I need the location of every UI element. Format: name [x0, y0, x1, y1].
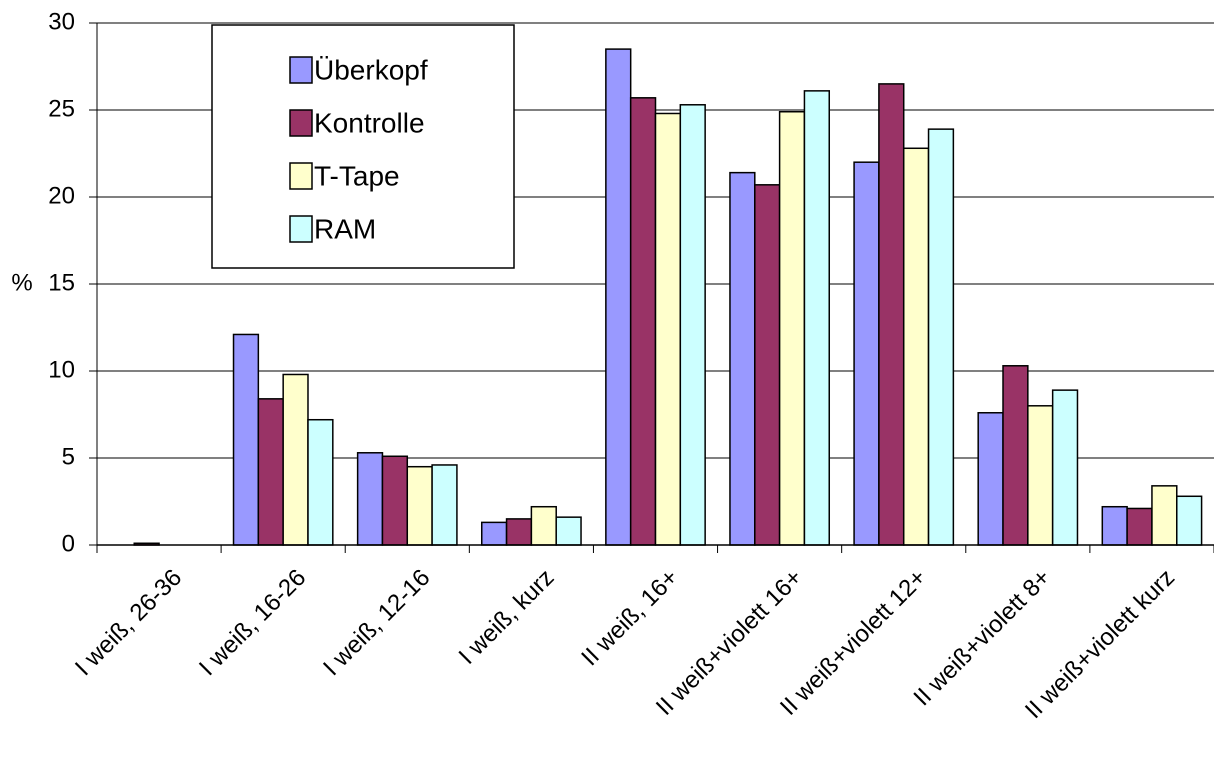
bar: [679, 104, 706, 546]
legend-box: [211, 24, 515, 269]
y-axis-label: %: [11, 269, 32, 296]
bar: [1051, 389, 1079, 546]
x-tick-label: I weiß, 26-36: [70, 564, 187, 681]
x-tick-label: I weiß, 16-26: [194, 564, 311, 681]
legend-label: Kontrolle: [314, 107, 425, 138]
bar: [282, 373, 309, 546]
bar: [505, 518, 533, 546]
bar: [356, 452, 384, 546]
x-tick-label: I weiß, kurz: [454, 564, 560, 670]
bar: [1151, 485, 1178, 546]
bar: [406, 465, 433, 546]
bar: [927, 128, 955, 546]
legend-swatch: [289, 109, 313, 137]
bar: [902, 147, 930, 546]
bar: [754, 184, 781, 546]
y-tick-label: 10: [48, 356, 75, 383]
bar: [307, 418, 334, 546]
bar: [605, 48, 632, 546]
legend-label: Überkopf: [314, 54, 428, 85]
bar: [1101, 505, 1128, 546]
bar: [977, 412, 1004, 546]
bar: [654, 112, 682, 546]
y-tick-label: 30: [48, 8, 75, 35]
bar: [480, 521, 508, 546]
y-tick-label: 25: [48, 95, 75, 122]
bar: [1176, 495, 1203, 546]
bar: [257, 398, 284, 546]
legend-label: RAM: [314, 213, 376, 244]
bar: [878, 83, 905, 546]
bar: [803, 90, 831, 546]
bar: [729, 171, 756, 546]
y-tick-label: 15: [48, 269, 75, 296]
legend-swatch: [289, 162, 313, 190]
bar: [629, 97, 657, 546]
legend-swatch: [289, 215, 313, 243]
bar: [778, 110, 806, 546]
bar: [232, 333, 260, 546]
y-tick-label: 5: [62, 443, 75, 470]
bar: [1027, 405, 1054, 546]
bar: [1126, 507, 1153, 546]
bar: [381, 455, 409, 546]
bar: [853, 161, 880, 546]
legend-swatch: [289, 56, 313, 84]
y-tick-label: 0: [62, 530, 75, 557]
bar: [530, 505, 557, 546]
x-tick-label: I weiß, 12-16: [318, 564, 435, 681]
bar: [555, 516, 582, 546]
bar: [431, 464, 458, 546]
x-tick-label: II weiß, 16+: [576, 564, 683, 671]
bar: [1002, 365, 1029, 546]
legend-label: T-Tape: [314, 160, 400, 191]
y-tick-label: 20: [48, 182, 75, 209]
x-tick-label: II weiß+violett 8+: [909, 564, 1056, 711]
